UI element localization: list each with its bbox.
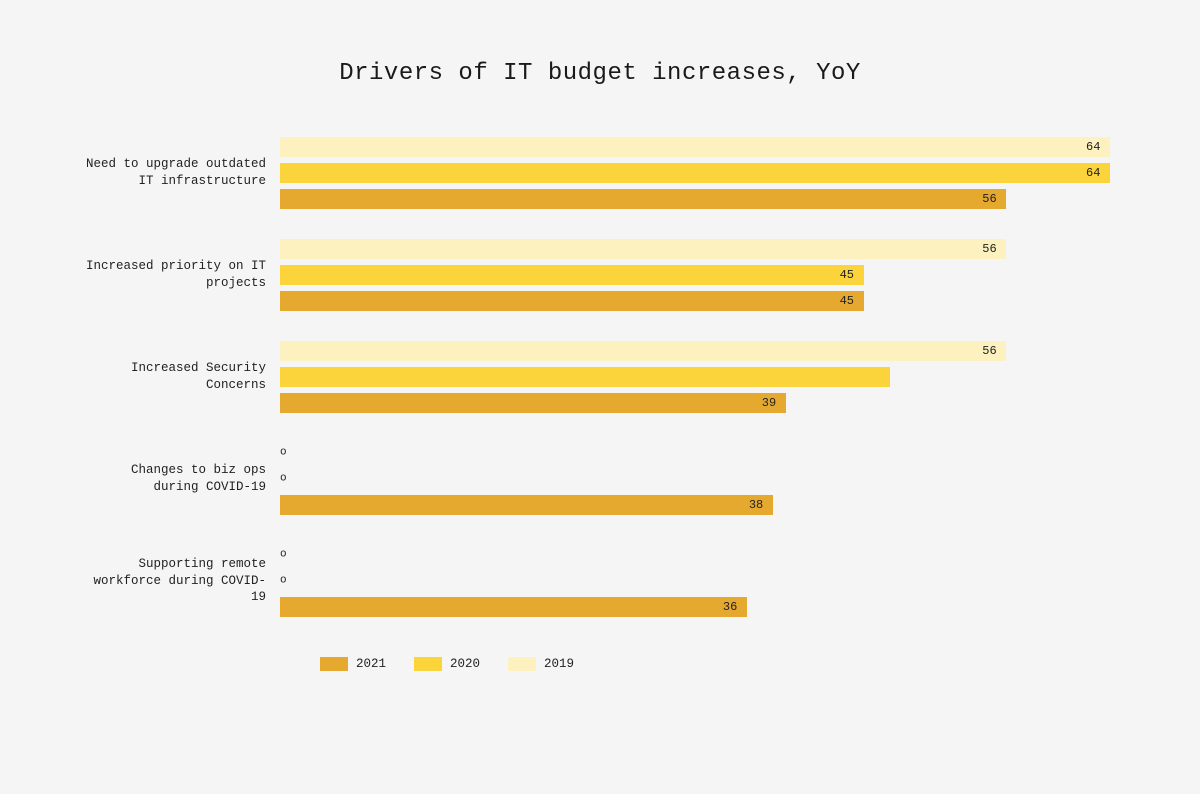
bar xyxy=(280,137,1110,157)
bar-value: 45 xyxy=(840,294,854,308)
legend: 2021 2020 2019 xyxy=(320,657,1160,671)
zero-marker: o xyxy=(280,550,287,561)
category-label: Increased Security Concerns xyxy=(80,360,280,394)
zero-marker: o xyxy=(280,474,287,485)
category-row: Need to upgrade outdated IT infrastructu… xyxy=(80,137,1160,209)
bar xyxy=(280,393,786,413)
bar xyxy=(280,495,773,515)
bar-line: 38 xyxy=(280,495,1160,515)
chart-container: Drivers of IT budget increases, YoY Need… xyxy=(0,0,1200,701)
bar xyxy=(280,239,1006,259)
legend-label: 2019 xyxy=(544,657,574,671)
bar xyxy=(280,597,747,617)
bar-value: 39 xyxy=(762,396,776,410)
bar-line: o xyxy=(280,443,1160,463)
legend-swatch xyxy=(508,657,536,671)
bar-group: o o 36 xyxy=(280,545,1160,617)
bar-line: o xyxy=(280,571,1160,591)
zero-marker: o xyxy=(280,448,287,459)
bar-group: 64 64 56 xyxy=(280,137,1160,209)
legend-swatch xyxy=(320,657,348,671)
category-label: Supporting remote workforce during COVID… xyxy=(80,556,280,607)
bar-line: 45 xyxy=(280,265,1160,285)
bar xyxy=(280,265,864,285)
bar-line: 39 xyxy=(280,393,1160,413)
bar-line xyxy=(280,367,1160,387)
bar-value: 56 xyxy=(982,242,996,256)
legend-item: 2020 xyxy=(414,657,480,671)
legend-item: 2021 xyxy=(320,657,386,671)
category-label: Changes to biz ops during COVID-19 xyxy=(80,462,280,496)
bar xyxy=(280,341,1006,361)
chart-title: Drivers of IT budget increases, YoY xyxy=(40,60,1160,87)
legend-item: 2019 xyxy=(508,657,574,671)
legend-label: 2021 xyxy=(356,657,386,671)
bar-line: 64 xyxy=(280,137,1160,157)
category-row: Increased priority on IT projects 56 45 45 xyxy=(80,239,1160,311)
bar-line: 36 xyxy=(280,597,1160,617)
bar-value: 64 xyxy=(1086,140,1100,154)
bar-line: o xyxy=(280,469,1160,489)
bar-value: 36 xyxy=(723,600,737,614)
bar-value: 45 xyxy=(840,268,854,282)
bar-group: 56 39 xyxy=(280,341,1160,413)
bar-line: 56 xyxy=(280,189,1160,209)
bar xyxy=(280,291,864,311)
category-label: Increased priority on IT projects xyxy=(80,258,280,292)
bar-line: 45 xyxy=(280,291,1160,311)
bar xyxy=(280,189,1006,209)
category-row: Changes to biz ops during COVID-19o o 38 xyxy=(80,443,1160,515)
bar-line: 56 xyxy=(280,239,1160,259)
zero-marker: o xyxy=(280,576,287,587)
category-label: Need to upgrade outdated IT infrastructu… xyxy=(80,156,280,190)
bar-value: 56 xyxy=(982,344,996,358)
bar-line: 64 xyxy=(280,163,1160,183)
bar-group: 56 45 45 xyxy=(280,239,1160,311)
category-row: Supporting remote workforce during COVID… xyxy=(80,545,1160,617)
bar-line: 56 xyxy=(280,341,1160,361)
chart-rows: Need to upgrade outdated IT infrastructu… xyxy=(80,137,1160,617)
legend-swatch xyxy=(414,657,442,671)
bar-group: o o 38 xyxy=(280,443,1160,515)
category-row: Increased Security Concerns 56 39 xyxy=(80,341,1160,413)
bar-value: 38 xyxy=(749,498,763,512)
bar xyxy=(280,163,1110,183)
bar-value: 64 xyxy=(1086,166,1100,180)
bar-line: o xyxy=(280,545,1160,565)
legend-label: 2020 xyxy=(450,657,480,671)
bar xyxy=(280,367,890,387)
bar-value: 56 xyxy=(982,192,996,206)
